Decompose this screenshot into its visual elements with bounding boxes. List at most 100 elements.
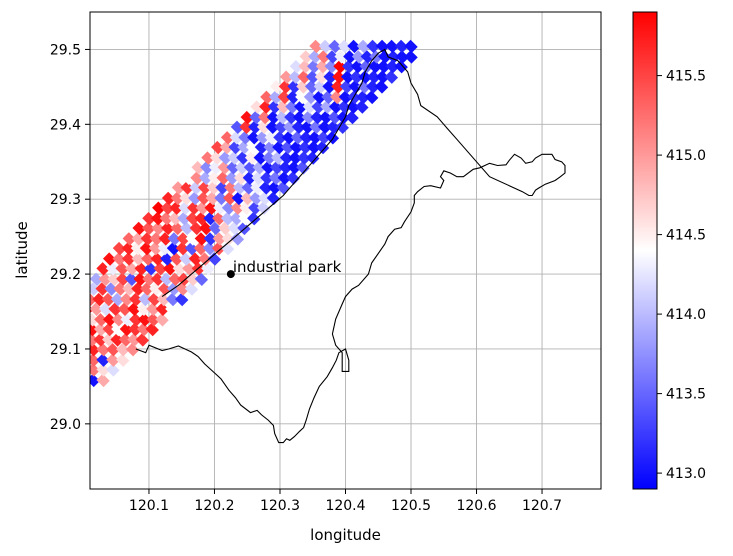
heatmap-cell	[90, 353, 100, 367]
heatmap-cell	[316, 50, 331, 64]
heatmap-cell	[248, 201, 262, 215]
heatmap-cell	[343, 50, 357, 64]
heatmap-cell	[155, 313, 169, 327]
heatmap-cell	[149, 232, 164, 246]
heatmap-cell	[141, 221, 156, 236]
heatmap-cell	[211, 140, 225, 155]
heatmap-cell	[266, 191, 281, 206]
colorbar-tick-label: 415.5	[666, 69, 706, 85]
heatmap-cell	[102, 313, 117, 327]
heatmap-cell	[204, 201, 218, 215]
heatmap-cell	[175, 241, 190, 256]
x-tick-label: 120.5	[391, 498, 431, 514]
heatmap-cell	[136, 322, 151, 337]
heatmap-cell	[182, 262, 196, 276]
heatmap-cell	[179, 191, 193, 206]
heatmap-cell	[199, 171, 213, 185]
heatmap-cell	[276, 100, 290, 114]
heatmap-cell	[120, 313, 134, 327]
heatmap-cell	[298, 59, 312, 74]
heatmap-cell	[145, 322, 159, 337]
heatmap-cell	[102, 252, 117, 266]
heatmap-cell	[130, 241, 145, 256]
heatmap-cell	[112, 252, 126, 266]
heatmap-cell	[268, 171, 283, 185]
heatmap-cell	[268, 90, 283, 105]
heatmap-cell	[318, 39, 333, 54]
heatmap-cell	[337, 39, 352, 54]
heatmap-cell	[206, 181, 221, 195]
heatmap-cell	[315, 59, 330, 74]
heatmap-cell	[95, 282, 109, 296]
heatmap-cell	[256, 120, 271, 135]
heatmap-cell	[375, 39, 390, 54]
heatmap-cell	[307, 140, 321, 155]
heatmap-cell	[227, 151, 241, 165]
heatmap-cell	[359, 59, 373, 74]
heatmap-cell	[96, 262, 110, 276]
heatmap-cell	[214, 191, 228, 206]
heatmap-cell	[311, 100, 325, 114]
heatmap-cell	[288, 151, 302, 165]
heatmap-cell	[150, 272, 165, 287]
annotations: industrial park	[226, 258, 342, 279]
colorbar-gradient	[633, 12, 657, 489]
heatmap-cell	[254, 140, 269, 155]
heatmap-cell	[187, 201, 201, 215]
heatmap-cell	[141, 252, 155, 266]
heatmap-cell	[308, 131, 322, 145]
heatmap-cell	[218, 221, 232, 236]
heatmap-cell	[110, 333, 124, 347]
y-tick-label: 29.4	[50, 117, 81, 133]
heatmap-cell	[132, 221, 146, 236]
heatmap-cell	[198, 252, 212, 266]
heatmap-cell	[335, 120, 349, 135]
heatmap-cell	[336, 110, 351, 125]
heatmap-cell	[98, 302, 113, 316]
heatmap-cell	[177, 272, 191, 287]
heatmap-cell	[124, 262, 139, 276]
heatmap-cell	[291, 120, 306, 135]
heatmap-cell	[296, 161, 310, 175]
heatmap-cell	[355, 100, 369, 114]
heatmap-cell	[200, 161, 214, 175]
heatmap-cell	[375, 70, 390, 84]
heatmap-cell	[230, 201, 245, 215]
heatmap-cell	[284, 110, 298, 125]
heatmap-cell	[136, 302, 151, 316]
heatmap-cell	[90, 302, 103, 316]
heatmap-cell	[90, 373, 100, 388]
heatmap-cell	[127, 302, 141, 316]
heatmap-cell	[324, 59, 339, 74]
heatmap-cell	[155, 302, 170, 316]
heatmap-cell	[332, 70, 346, 84]
heatmap-cell	[366, 80, 380, 94]
heatmap-cell	[279, 151, 294, 165]
heatmap-cell	[131, 232, 146, 246]
heatmap-cell	[230, 120, 245, 135]
heatmap-cell	[259, 181, 273, 195]
heatmap-cell	[385, 59, 400, 74]
heatmap-cell	[129, 292, 143, 307]
heatmap-cell	[211, 241, 226, 256]
heatmap-cell	[144, 262, 158, 276]
heatmap-cell	[260, 90, 274, 105]
heatmap-cell	[118, 333, 133, 347]
heatmap-cell	[260, 171, 274, 185]
heatmap-cell	[167, 232, 182, 246]
heatmap-cell	[117, 302, 132, 316]
heatmap-cell	[237, 221, 251, 236]
heatmap-cell	[325, 50, 340, 64]
heatmap-cell	[333, 59, 347, 74]
heatmap-cell	[138, 292, 152, 307]
heatmap-cell	[356, 90, 370, 105]
heatmap-cell	[334, 50, 348, 64]
heatmap-cell	[169, 201, 183, 215]
heatmap-cell	[282, 131, 296, 145]
heatmap-cell	[112, 241, 127, 256]
heatmap-cell	[365, 90, 379, 105]
heatmap-cell	[163, 262, 177, 276]
heatmap-cell	[180, 221, 194, 236]
heatmap-cell	[122, 252, 136, 266]
heatmap-cell	[369, 50, 383, 64]
